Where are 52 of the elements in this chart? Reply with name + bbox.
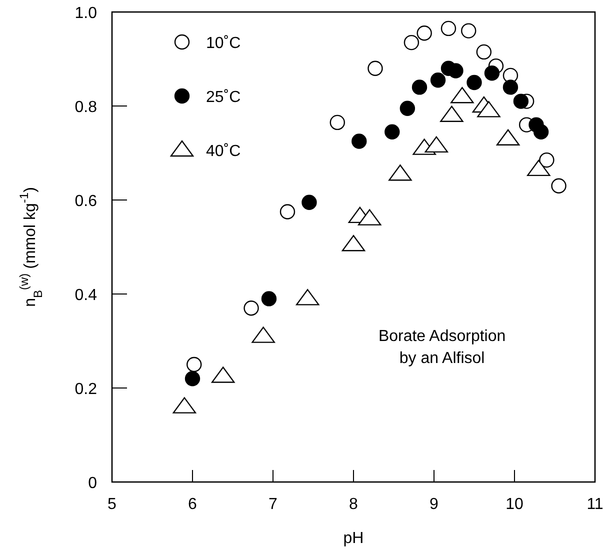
x-tick-label: 6 [188,496,198,513]
y-tick-label: 0.6 [74,193,98,210]
annotation: Borate Adsorption by an Alfisol [378,328,506,367]
point [352,134,367,149]
point [477,101,500,118]
point [358,209,382,226]
point [296,289,320,306]
point [551,178,566,194]
point [404,34,420,50]
point [513,94,529,109]
y-tick-label: 0 [88,475,98,492]
point [400,100,416,116]
point [440,106,464,122]
point [527,160,550,176]
x-tick-label: 5 [108,496,117,513]
legend-label: 10˚C [206,35,241,52]
legend-label: 40˚C [206,143,241,160]
point [476,44,492,60]
point [466,74,482,90]
point [244,300,259,316]
x-tick-label: 8 [349,496,358,513]
legend-label: 25˚C [206,89,241,106]
x-tick-label: 10 [506,496,524,513]
y-tick-label: 1.0 [74,5,98,22]
point [252,326,275,343]
point [448,63,464,78]
point [440,20,456,36]
point [461,23,476,38]
point [388,164,412,181]
x-tick-label: 7 [268,496,278,513]
point [430,72,446,88]
point [424,136,448,153]
point [368,60,383,76]
point [280,204,296,220]
point [416,26,432,41]
point [384,124,400,140]
point [484,66,500,81]
point [330,114,345,130]
point [302,194,317,210]
point [533,124,549,140]
point [186,356,202,372]
y-tick-label: 0.8 [74,99,98,116]
y-tick-label: 0.2 [74,381,98,398]
x-axis-title: pH [343,530,364,547]
point [184,371,200,386]
x-tick-label: 11 [586,496,603,513]
point [261,291,277,306]
y-tick-label: 0.4 [74,287,98,304]
point [502,80,518,95]
point [412,80,428,95]
point [450,87,474,104]
x-tick-label: 9 [430,496,439,513]
